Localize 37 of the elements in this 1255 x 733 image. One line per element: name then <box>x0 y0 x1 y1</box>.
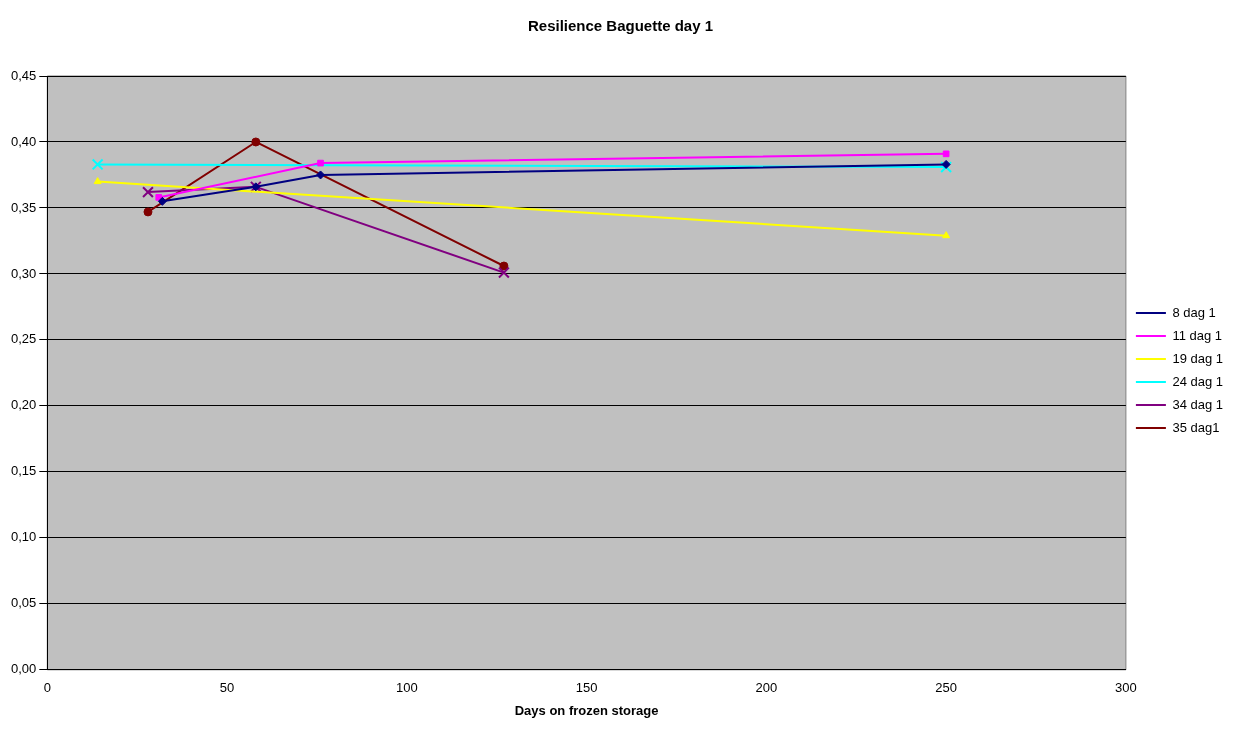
y-tick-label: 0,15 <box>10 463 37 479</box>
point <box>940 161 953 173</box>
legend-label: 8 dag 1 <box>1172 304 1216 320</box>
point <box>941 159 951 169</box>
y-tick-label: 0,10 <box>10 529 37 545</box>
x-tick-label: 150 <box>575 680 598 696</box>
legend-label: 11 dag 1 <box>1172 327 1223 343</box>
point <box>91 158 104 171</box>
x-tick-label: 50 <box>219 680 235 696</box>
legend-label: 35 dag1 <box>1172 419 1220 435</box>
y-tick-label: 0,05 <box>10 595 37 611</box>
point <box>317 159 324 167</box>
y-tick-label: 0,40 <box>10 133 37 149</box>
x-tick-label: 300 <box>1115 680 1137 696</box>
x-tick-label: 250 <box>935 680 957 696</box>
x-tick-label: 100 <box>395 680 418 696</box>
y-tick-label: 0,20 <box>10 397 37 413</box>
point <box>157 196 167 206</box>
x-axis-title: Days on frozen storage <box>514 702 659 718</box>
point <box>316 170 326 180</box>
legend-label: 24 dag 1 <box>1172 373 1224 389</box>
point <box>142 186 154 199</box>
point <box>143 207 153 217</box>
point <box>942 150 950 158</box>
point <box>251 137 261 147</box>
y-tick-label: 0,45 <box>10 67 37 83</box>
y-tick-label: 0,30 <box>10 265 37 281</box>
point <box>499 261 509 271</box>
x-tick-label: 200 <box>755 680 778 696</box>
y-tick-label: 0,35 <box>10 199 37 215</box>
x-tick-label: 0 <box>43 680 51 696</box>
chart-title: Resilience Baguette day 1 <box>527 17 714 35</box>
legend-label: 34 dag 1 <box>1172 396 1224 412</box>
point <box>497 266 510 279</box>
legend-label: 19 dag 1 <box>1172 350 1224 366</box>
y-tick-label: 0,25 <box>10 331 37 347</box>
y-tick-label: 0,00 <box>10 661 37 677</box>
